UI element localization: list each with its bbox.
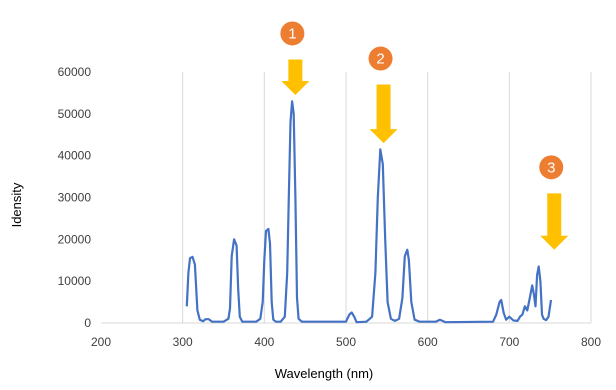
y-tick-label: 40000 (58, 149, 92, 163)
annotation-badge-label: 2 (376, 51, 384, 68)
y-axis-ticks: 0 10000 20000 30000 40000 50000 60000 (58, 65, 92, 330)
y-tick-label: 60000 (58, 65, 92, 79)
annotation-badge (280, 21, 305, 46)
y-axis-title: Idensity (9, 182, 24, 227)
y-tick-label: 30000 (58, 191, 92, 205)
x-tick-label: 300 (173, 335, 193, 349)
x-tick-label: 200 (91, 335, 111, 349)
grid-lines (101, 72, 592, 324)
series-line (185, 100, 553, 324)
annotation-badge-label: 3 (547, 159, 555, 176)
x-tick-label: 500 (336, 335, 356, 349)
x-tick-label: 700 (499, 335, 519, 349)
annotation-badge (539, 155, 564, 180)
x-tick-label: 800 (581, 335, 601, 349)
annotation-badge (368, 46, 393, 71)
annotation-arrow (540, 193, 569, 250)
y-tick-label: 50000 (58, 107, 92, 121)
y-tick-label: 0 (84, 316, 91, 330)
x-tick-label: 400 (254, 335, 274, 349)
annotations: 1 2 3 (280, 21, 569, 250)
annotation-arrow (281, 59, 310, 96)
x-axis-title: Wavelength (nm) (275, 366, 374, 381)
y-tick-label: 20000 (58, 232, 92, 246)
y-tick-label: 10000 (58, 274, 92, 288)
plot-area (185, 100, 553, 324)
x-axis-ticks: 200 300 400 500 600 700 800 (91, 335, 601, 349)
annotation-badge-label: 1 (288, 25, 296, 42)
annotation-arrow (369, 84, 398, 144)
x-tick-label: 600 (418, 335, 438, 349)
